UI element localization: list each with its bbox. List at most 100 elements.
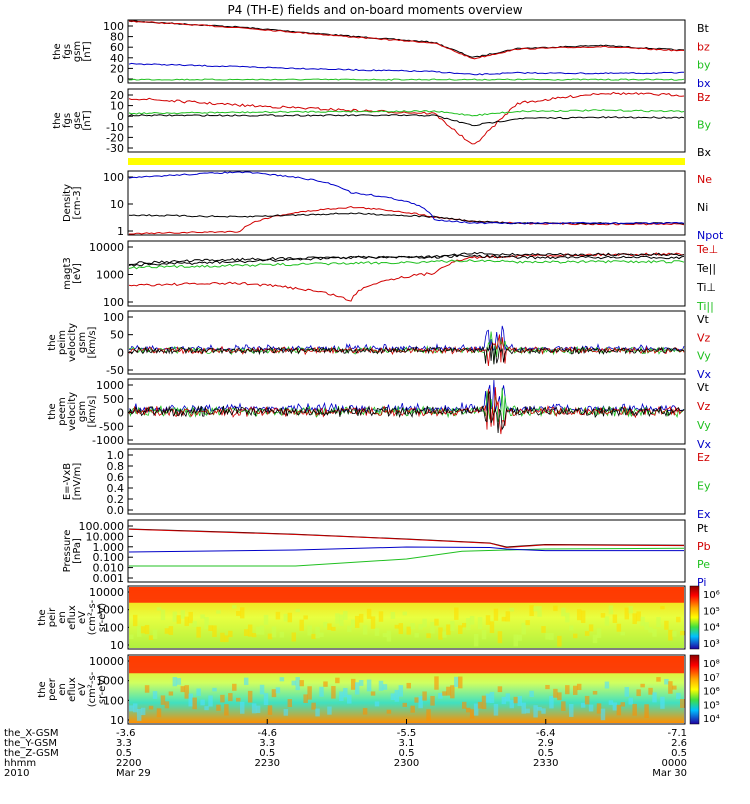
legend-entry: Ne <box>697 173 712 186</box>
spectrogram-cell <box>129 705 134 712</box>
spectrogram-cell <box>335 613 340 624</box>
spectrogram-cell <box>279 677 285 682</box>
legend-entry: Vy <box>697 419 711 432</box>
spectrogram-cell <box>676 692 681 700</box>
spectrogram-cell <box>144 685 150 693</box>
x-row-label: hhmm <box>4 758 36 769</box>
spectrogram-cell <box>680 699 685 708</box>
spectrogram-cell <box>228 693 233 702</box>
spectrogram-cell <box>295 608 300 613</box>
y-tick-label: 0.8 <box>107 460 125 473</box>
y-tick-label: 10000 <box>89 241 124 254</box>
spectrogram-cell <box>513 634 518 647</box>
spectrogram-cell <box>422 618 427 628</box>
spectrogram-cell <box>438 692 443 699</box>
y-tick-label: 1 <box>117 225 124 238</box>
spectrogram-cell <box>335 677 340 684</box>
spectrogram-cell <box>263 614 269 625</box>
spectrogram-cell <box>573 685 578 695</box>
spectrogram-cell <box>184 685 189 699</box>
series-line-Ne <box>129 205 685 235</box>
legend-entry: bx <box>697 77 711 90</box>
spectrogram-cell <box>358 680 364 686</box>
spectrogram-cell <box>481 629 487 640</box>
y-axis-label-line: the <box>37 609 48 625</box>
spectrogram-cell <box>148 705 154 710</box>
x-tick-label: 0.5 <box>399 748 415 759</box>
spectrogram-cell <box>168 626 174 635</box>
spectrogram-cell <box>616 704 622 716</box>
spectrogram-cell <box>604 681 610 689</box>
spectrogram-cell <box>525 620 530 626</box>
y-tick-label: 100 <box>103 171 124 184</box>
spectrogram-cell <box>339 614 344 627</box>
y-tick-label: 0 <box>117 407 124 420</box>
spectrogram-cell <box>501 696 507 705</box>
y-axis-label-line: fgs <box>62 44 73 59</box>
panel-frame-peim_velocity <box>127 310 686 375</box>
series-line-Bz <box>128 91 685 145</box>
spectrogram-cell <box>164 701 170 709</box>
spectrogram-cell <box>255 705 261 714</box>
spectrogram-cell <box>620 631 626 636</box>
y-tick-label: 0 <box>117 346 124 359</box>
spectrogram-cell <box>378 680 384 691</box>
spectrogram-cell <box>283 709 289 716</box>
spectrogram-cell <box>331 686 336 699</box>
spectrogram-cell <box>267 633 273 640</box>
spectrogram-cell <box>533 606 538 612</box>
spectrogram-cell <box>267 705 273 715</box>
spectrogram-cell <box>481 695 487 710</box>
y-tick-label: 100.000 <box>79 520 125 533</box>
y-tick-label: 20 <box>110 62 124 75</box>
spectrogram-cell <box>176 615 182 624</box>
y-axis-label-line: [nT] <box>82 110 93 130</box>
series-line-Ti⊥ <box>128 254 685 265</box>
legend-entry: Pi <box>697 576 706 589</box>
spectrogram-cell <box>569 625 574 631</box>
spectrogram-cell <box>386 709 392 714</box>
spectrogram-cell <box>358 613 364 623</box>
x-tick-label: -5.5 <box>397 728 417 739</box>
spectrogram-cell <box>240 607 245 619</box>
spectrogram-cell <box>418 624 423 630</box>
spectrogram-cell <box>493 608 499 621</box>
legend-entry: Ex <box>697 508 711 521</box>
spectrogram-cell <box>390 693 396 700</box>
y-axis-label-line: the <box>47 334 58 350</box>
y-axis-label-line: en <box>57 683 68 696</box>
y-axis-label-line: [cm-3] <box>72 186 83 219</box>
spectrogram-cell <box>160 609 166 621</box>
spectrogram-cell <box>319 632 324 638</box>
spectrogram-cell <box>580 610 586 623</box>
colorbar-tick-label: 10⁸ <box>703 659 720 670</box>
spectrogram-cell <box>323 681 328 687</box>
y-axis-label-line: peim <box>57 330 68 355</box>
spectrogram-cell <box>430 695 435 706</box>
spectrogram-cell <box>184 616 189 627</box>
spectrogram-cell <box>588 624 594 632</box>
spectrogram-cell <box>565 685 570 695</box>
spectrogram-cell <box>469 615 475 625</box>
spectrogram-cell <box>418 696 423 709</box>
spectrogram-cell <box>271 689 277 698</box>
spectrogram-cell <box>454 607 459 620</box>
spectrogram-cell <box>426 633 431 639</box>
colorbar-tick-label: 10³ <box>703 639 720 650</box>
spectrogram-cell <box>517 695 522 706</box>
spectrogram-cell <box>648 627 653 633</box>
y-tick-label: 100 <box>103 20 124 33</box>
spectrogram-cell <box>644 622 649 630</box>
y-tick-label: 10 <box>110 100 124 113</box>
spectrogram-cell <box>259 684 265 695</box>
spectrogram-cell <box>243 629 249 636</box>
x-tick-label: 3.3 <box>259 738 275 749</box>
series-line-Ni <box>128 212 685 225</box>
x-tick-label: -3.6 <box>116 728 136 739</box>
spectrogram-cell <box>489 621 495 634</box>
spectrogram-cell <box>129 634 134 639</box>
x-tick-label: 0.5 <box>116 748 132 759</box>
legend-entry: Vz <box>697 400 711 413</box>
spectrogram-cell <box>394 689 400 702</box>
spectrogram-cell <box>576 609 582 621</box>
